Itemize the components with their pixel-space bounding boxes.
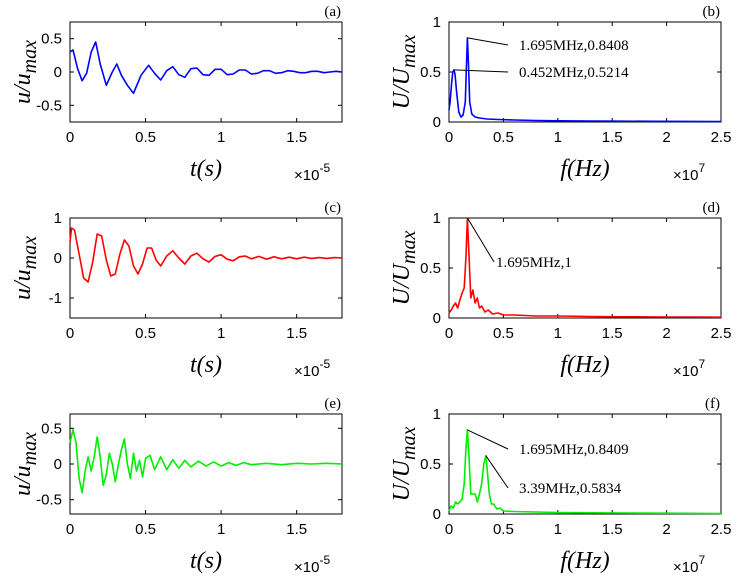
x-tick-label: 0 xyxy=(445,325,453,342)
y-axis-label: U/Umax xyxy=(389,231,420,306)
x-tick-label: 0 xyxy=(66,521,74,538)
annotation-label: 1.695MHz,0.8409 xyxy=(519,442,629,458)
panel-label: (d) xyxy=(703,200,721,216)
x-tick-label: 0.5 xyxy=(493,521,514,538)
y-tick-label: 0.5 xyxy=(41,31,62,48)
x-axis-multiplier: ×10-5 xyxy=(294,553,330,575)
x-tick-label: 1.5 xyxy=(602,129,623,146)
x-tick-label: 1.5 xyxy=(286,521,307,538)
y-tick-label: -0.5 xyxy=(36,492,62,509)
y-axis-label: u/umax xyxy=(10,40,41,104)
series-line xyxy=(69,227,343,283)
y-tick-label: 0 xyxy=(433,114,441,131)
panel-e: 0 0.5 1 1.5-0.500.5(e)t(s)u/umax×10-5 xyxy=(10,396,343,576)
y-tick-label: 1 xyxy=(433,406,441,423)
annotation-leader xyxy=(467,37,509,46)
annotation-leader xyxy=(485,455,509,489)
x-tick-label: 1 xyxy=(217,521,225,538)
x-axis-label: t(s) xyxy=(190,548,222,574)
x-tick-label: 2 xyxy=(662,521,670,538)
series-line xyxy=(448,37,722,123)
y-axis-label: U/Umax xyxy=(389,427,420,502)
panel-label: (a) xyxy=(324,4,341,20)
x-axis-multiplier: ×107 xyxy=(673,553,705,575)
annotation-label: 1.695MHz,0.8408 xyxy=(519,38,629,54)
x-axis-label: f(Hz) xyxy=(560,548,609,574)
panel-c: 0 0.5 1 1.5 -1 0 1 (c) t(s) u/umax ×10-5 xyxy=(10,200,343,380)
y-tick-label: 0.5 xyxy=(420,260,441,277)
y-tick-label: 0.5 xyxy=(41,420,62,437)
y-tick-label: 1 xyxy=(433,14,441,31)
x-axis-multiplier: ×10-5 xyxy=(294,357,330,380)
annotation-leader xyxy=(453,69,509,73)
y-tick-label: 0.5 xyxy=(420,456,441,473)
annotation-leader xyxy=(467,429,509,450)
panel-b: 0 0.5 1 1.5 2 2.5 0 0.5 1 (b) f(Hz) U/Umax ×107 1.695… xyxy=(389,4,731,184)
y-tick-label: -1 xyxy=(49,290,62,307)
x-axis-multiplier: ×107 xyxy=(673,357,705,380)
x-tick-label: 0.5 xyxy=(493,129,514,146)
y-tick-label: -0.5 xyxy=(36,97,62,114)
x-tick-label: 0 xyxy=(66,325,74,342)
x-tick-label: 1.5 xyxy=(286,325,307,342)
panel-label: (f) xyxy=(705,396,720,412)
x-axis-multiplier: ×10-5 xyxy=(294,161,330,184)
axes-frame xyxy=(448,217,722,319)
x-axis-label: f(Hz) xyxy=(560,156,609,182)
y-tick-label: 1 xyxy=(54,210,62,227)
y-axis-label: u/umax xyxy=(10,432,41,496)
y-axis-label: U/Umax xyxy=(389,35,420,110)
series-line xyxy=(448,429,722,515)
series-line xyxy=(448,217,722,318)
x-tick-label: 0 xyxy=(66,129,74,146)
x-tick-label: 2.5 xyxy=(711,129,732,146)
x-tick-label: 1.5 xyxy=(602,325,623,342)
y-tick-label: 0 xyxy=(433,506,441,523)
annotation-label: 1.695MHz,1 xyxy=(496,255,572,271)
x-axis-label: f(Hz) xyxy=(560,352,609,378)
y-axis-label: u/umax xyxy=(10,236,41,300)
x-tick-label: 0.5 xyxy=(135,325,156,342)
x-tick-label: 0.5 xyxy=(493,325,514,342)
panel-a: 0 0.5 1 1.5-0.500.5(a)t(s)u/umax×10-5 xyxy=(10,4,343,184)
y-tick-label: 0 xyxy=(54,250,62,267)
x-tick-label: 0 xyxy=(445,521,453,538)
x-tick-label: 1 xyxy=(554,325,562,342)
x-tick-label: 1 xyxy=(554,521,562,538)
y-tick-label: 0 xyxy=(54,64,62,81)
x-tick-label: 1.5 xyxy=(602,521,623,538)
x-tick-label: 1 xyxy=(217,325,225,342)
panel-d: 0 0.5 1 1.5 2 2.5 0 0.5 1 (d) f(Hz) U/Umax ×107 1.695… xyxy=(389,200,731,380)
x-axis-label: t(s) xyxy=(190,156,222,182)
series-line xyxy=(69,41,343,95)
panel-label: (e) xyxy=(324,396,341,412)
panel-f: 0 0.5 1 1.5 2 2.5 0 0.5 1 (f) f(Hz) U/Umax ×107 1.695… xyxy=(389,396,732,576)
annotation-leader xyxy=(467,217,495,263)
x-tick-label: 0.5 xyxy=(135,129,156,146)
x-axis-multiplier: ×107 xyxy=(673,161,705,184)
axes-frame xyxy=(69,217,343,319)
x-tick-label: 2 xyxy=(662,129,670,146)
annotation-label: 0.452MHz,0.5214 xyxy=(519,65,629,81)
panel-label: (b) xyxy=(703,4,721,20)
x-tick-label: 1 xyxy=(217,129,225,146)
x-tick-label: 2.5 xyxy=(711,521,732,538)
x-tick-label: 2.5 xyxy=(711,325,732,342)
series-line xyxy=(69,428,343,494)
y-tick-label: 0.5 xyxy=(420,64,441,81)
x-tick-label: 2 xyxy=(662,325,670,342)
x-tick-label: 0.5 xyxy=(135,521,156,538)
x-axis-label: t(s) xyxy=(190,352,222,378)
y-tick-label: 0 xyxy=(433,310,441,327)
y-tick-label: 0 xyxy=(54,456,62,473)
panel-label: (c) xyxy=(324,200,341,216)
x-tick-label: 1 xyxy=(554,129,562,146)
annotation-label: 3.39MHz,0.5834 xyxy=(519,481,622,497)
x-tick-label: 1.5 xyxy=(286,129,307,146)
y-tick-label: 1 xyxy=(433,210,441,227)
x-tick-label: 0 xyxy=(445,129,453,146)
